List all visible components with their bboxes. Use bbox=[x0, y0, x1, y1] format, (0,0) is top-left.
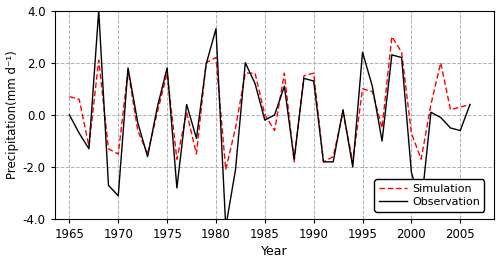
Observation bbox=[252, 82, 258, 85]
Observation bbox=[330, 160, 336, 163]
Observation bbox=[428, 111, 434, 114]
Simulation bbox=[116, 152, 121, 155]
Observation bbox=[66, 113, 72, 116]
Simulation bbox=[86, 145, 92, 148]
Observation bbox=[96, 9, 102, 12]
Simulation bbox=[320, 160, 326, 163]
Observation bbox=[203, 63, 209, 66]
Simulation bbox=[310, 72, 316, 75]
Observation bbox=[106, 184, 112, 187]
Observation bbox=[222, 225, 228, 229]
Simulation bbox=[66, 95, 72, 98]
Observation bbox=[398, 56, 404, 59]
Line: Observation: Observation bbox=[70, 11, 470, 227]
Simulation bbox=[272, 129, 278, 132]
Simulation bbox=[340, 111, 346, 114]
Observation bbox=[457, 129, 463, 132]
Simulation bbox=[96, 59, 102, 62]
Observation bbox=[116, 194, 121, 197]
Observation bbox=[135, 121, 141, 124]
Simulation bbox=[360, 87, 366, 90]
Simulation bbox=[457, 106, 463, 109]
Simulation bbox=[389, 35, 395, 38]
Observation bbox=[144, 155, 150, 158]
Simulation bbox=[135, 129, 141, 132]
Simulation bbox=[467, 103, 473, 106]
Simulation bbox=[330, 155, 336, 158]
Line: Simulation: Simulation bbox=[70, 37, 470, 170]
Simulation bbox=[301, 74, 307, 77]
Simulation bbox=[408, 131, 414, 135]
Observation bbox=[438, 116, 444, 119]
Observation bbox=[408, 171, 414, 174]
Simulation bbox=[291, 160, 297, 163]
Observation bbox=[310, 79, 316, 83]
Observation bbox=[340, 108, 346, 111]
Simulation bbox=[125, 69, 131, 72]
Simulation bbox=[194, 152, 200, 155]
Simulation bbox=[174, 158, 180, 161]
Y-axis label: Precipitation(mm d⁻¹): Precipitation(mm d⁻¹) bbox=[6, 50, 18, 179]
Observation bbox=[76, 131, 82, 135]
Observation bbox=[301, 77, 307, 80]
Observation bbox=[370, 85, 376, 88]
Observation bbox=[242, 61, 248, 64]
Observation bbox=[282, 85, 288, 88]
Observation bbox=[389, 53, 395, 56]
Simulation bbox=[222, 168, 228, 171]
Simulation bbox=[184, 111, 190, 114]
Observation bbox=[232, 168, 238, 171]
Observation bbox=[184, 103, 190, 106]
Simulation bbox=[428, 103, 434, 106]
Simulation bbox=[370, 90, 376, 93]
Simulation bbox=[164, 72, 170, 75]
Simulation bbox=[262, 113, 268, 116]
Simulation bbox=[106, 147, 112, 150]
Observation bbox=[448, 126, 454, 130]
Observation bbox=[194, 137, 200, 140]
X-axis label: Year: Year bbox=[262, 246, 288, 258]
Observation bbox=[467, 103, 473, 106]
Simulation bbox=[154, 111, 160, 114]
Simulation bbox=[398, 51, 404, 54]
Observation bbox=[213, 27, 219, 30]
Simulation bbox=[242, 72, 248, 75]
Observation bbox=[320, 160, 326, 163]
Observation bbox=[291, 158, 297, 161]
Observation bbox=[174, 186, 180, 190]
Simulation bbox=[350, 160, 356, 163]
Observation bbox=[379, 139, 385, 143]
Simulation bbox=[144, 152, 150, 155]
Observation bbox=[262, 119, 268, 122]
Simulation bbox=[213, 56, 219, 59]
Legend: Simulation, Observation: Simulation, Observation bbox=[374, 179, 484, 212]
Simulation bbox=[438, 61, 444, 64]
Observation bbox=[360, 51, 366, 54]
Observation bbox=[272, 113, 278, 116]
Simulation bbox=[232, 126, 238, 130]
Simulation bbox=[76, 98, 82, 101]
Observation bbox=[350, 166, 356, 169]
Simulation bbox=[282, 72, 288, 75]
Observation bbox=[125, 66, 131, 69]
Simulation bbox=[252, 72, 258, 75]
Simulation bbox=[448, 108, 454, 111]
Simulation bbox=[379, 126, 385, 130]
Observation bbox=[164, 66, 170, 69]
Simulation bbox=[418, 158, 424, 161]
Observation bbox=[418, 205, 424, 208]
Observation bbox=[86, 147, 92, 150]
Simulation bbox=[203, 61, 209, 64]
Observation bbox=[154, 106, 160, 109]
